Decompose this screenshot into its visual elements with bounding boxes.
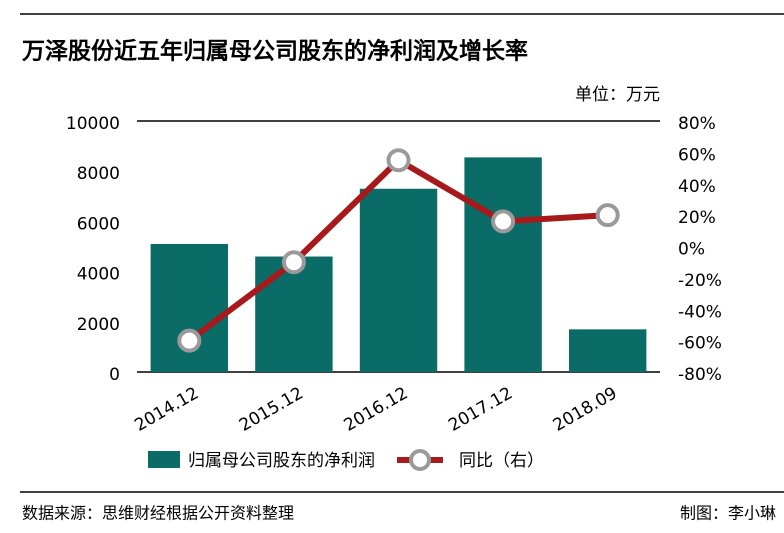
y2-tick-label: -80% xyxy=(678,365,722,385)
x-tick-label: 2017.12 xyxy=(445,383,516,435)
legend-label: 归属母公司股东的净利润 xyxy=(188,451,375,471)
line-marker xyxy=(177,328,202,353)
source-note: 数据来源：思维财经根据公开资料整理 xyxy=(22,504,294,523)
y2-tick-label: 40% xyxy=(678,177,716,197)
line-marker xyxy=(491,209,516,234)
x-tick-label: 2018.09 xyxy=(550,383,621,435)
bar xyxy=(359,188,438,372)
bar xyxy=(464,157,542,372)
line-marker xyxy=(281,250,306,275)
y2-tick-label: -60% xyxy=(678,334,722,354)
bar xyxy=(568,329,647,372)
y-tick-label: 8000 xyxy=(77,164,120,184)
chart-title: 万泽股份近五年归属母公司股东的净利润及增长率 xyxy=(22,38,528,65)
y2-tick-label: 0% xyxy=(678,240,705,260)
x-tick-label: 2016.12 xyxy=(341,383,412,435)
legend-label: 同比（右） xyxy=(459,451,544,471)
y-tick-label: 2000 xyxy=(77,315,120,335)
y2-tick-label: -20% xyxy=(678,271,722,291)
y2-tick-label: 80% xyxy=(678,114,716,134)
y2-tick-label: 60% xyxy=(678,145,716,165)
x-tick-label: 2014.12 xyxy=(131,383,202,435)
line-marker xyxy=(386,148,411,173)
y-tick-label: 0 xyxy=(109,365,120,385)
line-marker xyxy=(595,203,620,228)
y-tick-label: 6000 xyxy=(77,214,120,234)
y2-tick-label: -40% xyxy=(678,302,722,322)
legend-swatch xyxy=(148,451,180,468)
bar xyxy=(255,256,333,372)
legend-marker xyxy=(409,449,431,471)
credit-note: 制图：李小琳 xyxy=(680,504,776,523)
x-tick-label: 2015.12 xyxy=(236,383,307,435)
y2-tick-label: 20% xyxy=(678,208,716,228)
y-tick-label: 10000 xyxy=(66,114,120,134)
bar xyxy=(150,243,229,372)
y-tick-label: 4000 xyxy=(77,265,120,285)
unit-label: 单位：万元 xyxy=(575,85,660,105)
